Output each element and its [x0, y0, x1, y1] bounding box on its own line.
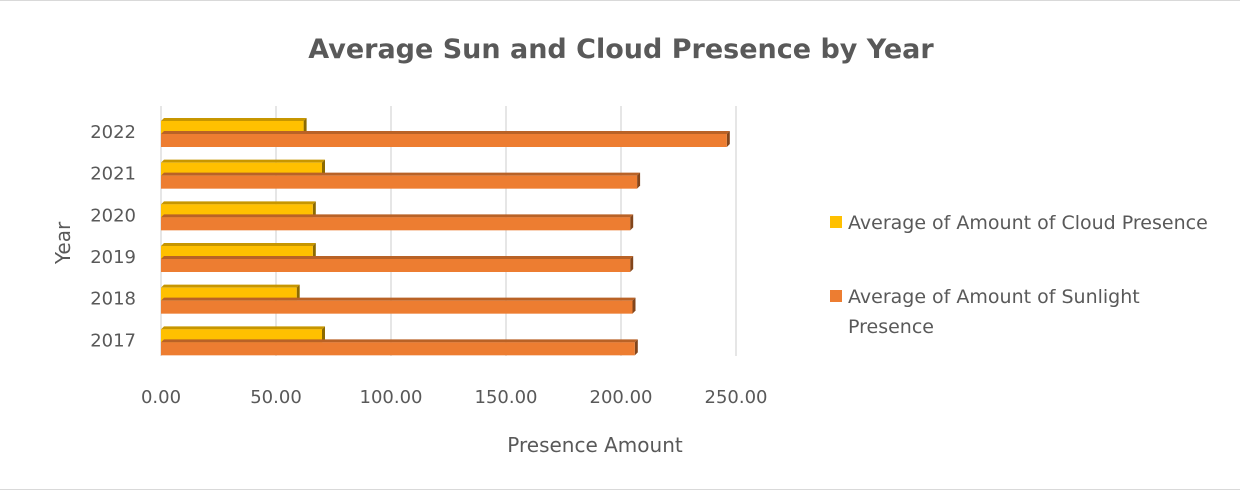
bar [161, 243, 316, 259]
y-tick-label: 2021 [90, 164, 136, 185]
y-tick-label: 2018 [90, 289, 136, 310]
bar [161, 256, 634, 272]
x-tick-label: 50.00 [250, 387, 302, 408]
legend-swatch [830, 216, 842, 228]
bar [161, 172, 641, 189]
bar [161, 159, 325, 176]
bar [161, 297, 636, 314]
bar [161, 118, 307, 134]
y-axis-ticks: 2017 2018 2019 2020 2021 2022 [90, 122, 136, 351]
bar [161, 131, 730, 147]
y-tick-label: 2017 [90, 330, 136, 351]
legend-label: Average of Amount of Cloud Presence [848, 212, 1208, 234]
x-tick-label: 100.00 [360, 387, 423, 408]
chart-title: Average Sun and Cloud Presence by Year [308, 34, 934, 65]
bars [161, 118, 730, 356]
bar [161, 201, 316, 218]
x-tick-label: 200.00 [590, 387, 653, 408]
y-tick-label: 2022 [90, 122, 136, 143]
bar [161, 326, 325, 343]
x-tick-label: 150.00 [475, 387, 538, 408]
legend-swatch [830, 290, 842, 302]
y-tick-label: 2019 [90, 247, 136, 268]
x-axis-ticks: 0.00 50.00 100.00 150.00 200.00 250.00 [141, 387, 768, 408]
gridlines [160, 106, 737, 356]
legend: Average of Amount of Cloud Presence Avera… [830, 212, 1208, 338]
y-tick-label: 2020 [90, 205, 136, 226]
x-tick-label: 250.00 [705, 387, 768, 408]
x-tick-label: 0.00 [141, 387, 181, 408]
bar [161, 339, 638, 356]
legend-item: Average of Amount of Sunlight Presence [830, 286, 1140, 338]
bar [161, 284, 300, 301]
bar [161, 214, 634, 231]
x-axis-title: Presence Amount [507, 433, 683, 457]
legend-item: Average of Amount of Cloud Presence [830, 212, 1208, 234]
y-axis-title: Year [51, 221, 75, 265]
legend-label: Average of Amount of Sunlight Presence [848, 286, 1140, 338]
